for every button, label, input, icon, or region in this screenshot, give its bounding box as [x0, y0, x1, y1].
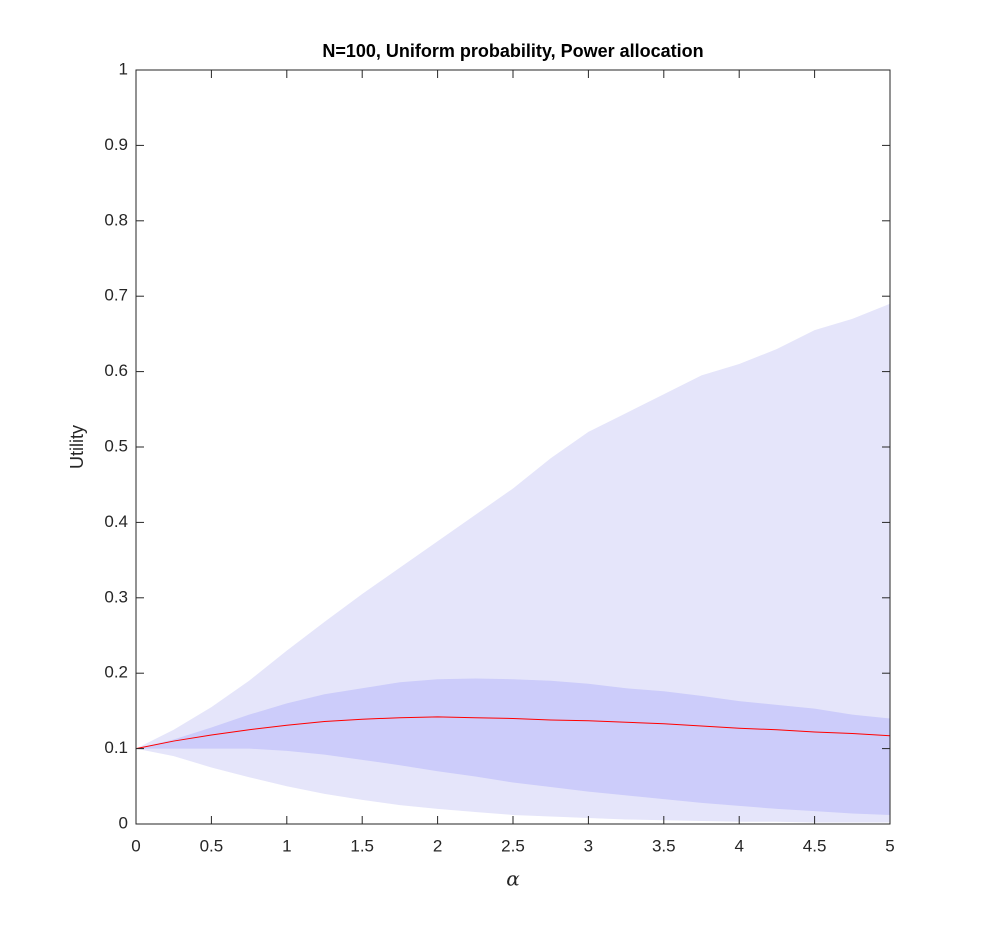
x-axis-label: α [506, 867, 520, 891]
y-tick-label: 1 [119, 59, 128, 78]
x-tick-label: 4 [734, 836, 743, 855]
x-tick-label: 0 [131, 836, 140, 855]
y-tick-label: 0.2 [104, 663, 128, 682]
x-tick-label: 2 [433, 836, 442, 855]
y-tick-label: 0.5 [104, 436, 128, 455]
line [135, 716, 891, 750]
y-tick-label: 0.6 [104, 361, 128, 380]
chart-title: N=100, Uniform probability, Power alloca… [322, 41, 703, 61]
y-tick-label: 0 [119, 813, 128, 832]
x-tick-label: 3.5 [652, 836, 676, 855]
x-tick-label: 2.5 [501, 836, 525, 855]
x-tick-label: 4.5 [803, 836, 827, 855]
y-tick-label: 0.3 [104, 587, 128, 606]
y-tick-label: 0.7 [104, 286, 128, 305]
y-tick-label: 0.9 [104, 135, 128, 154]
y-tick-label: 0.4 [104, 512, 128, 531]
band-area [136, 678, 890, 815]
y-tick-label: 0.8 [104, 210, 128, 229]
band-area [136, 303, 890, 823]
x-tick-label: 0.5 [200, 836, 224, 855]
x-tick-label: 1 [282, 836, 291, 855]
x-tick-label: 5 [885, 836, 894, 855]
y-tick-label: 0.1 [104, 738, 128, 757]
x-tick-label: 3 [584, 836, 593, 855]
y-axis-label: Utility [67, 425, 87, 469]
x-tick-label: 1.5 [350, 836, 374, 855]
